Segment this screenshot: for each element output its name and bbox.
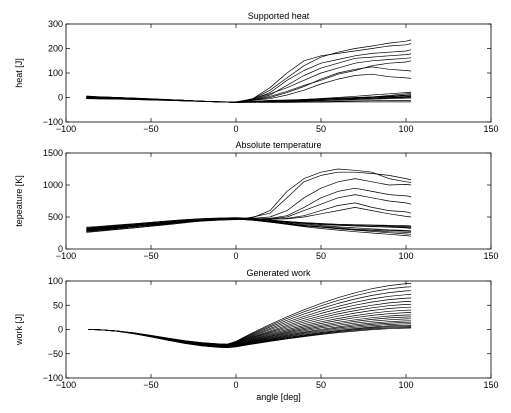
x-tick-label: 50: [316, 380, 326, 390]
y-tick-label: 50: [53, 300, 63, 310]
x-tick-label: −100: [56, 124, 76, 134]
plot-area: −100 −50 0 50 100 150 −100 −50 0 50 100: [43, 276, 499, 390]
y-tick-label: −100: [43, 373, 63, 383]
x-tick-label: 0: [233, 380, 238, 390]
subplot-generated-work: Generated work work [J] angle [deg] −100…: [14, 268, 499, 402]
series-line: [86, 218, 412, 233]
y-tick-label: 100: [48, 276, 63, 286]
y-tick-label: 0: [58, 93, 63, 103]
axes-frame: [65, 152, 492, 250]
x-tick-label: 150: [483, 251, 498, 261]
subplot-absolute-temperature: Absolute temperature tepeature [K] −100 −…: [14, 140, 499, 261]
x-tick-label: 100: [398, 251, 413, 261]
x-tick-label: 150: [483, 380, 498, 390]
series-line: [86, 217, 412, 228]
y-tick-label: 1000: [43, 180, 63, 190]
subplot-supported-heat: Supported heat heat [J] −100 −50 0 50 100 150…: [14, 11, 499, 134]
y-axis-label: work [J]: [14, 314, 24, 346]
x-tick-label: 100: [398, 380, 413, 390]
x-axis-label: angle [deg]: [256, 392, 301, 402]
x-tick-label: −100: [56, 380, 76, 390]
y-tick-label: −50: [48, 349, 63, 359]
y-tick-label: 300: [48, 19, 63, 29]
y-axis-label: tepeature [K]: [14, 175, 24, 227]
x-tick-label: −50: [143, 251, 158, 261]
y-tick-label: 500: [48, 212, 63, 222]
chart-title: Absolute temperature: [235, 140, 321, 150]
x-tick-label: 100: [398, 124, 413, 134]
y-tick-label: −100: [43, 117, 63, 127]
y-axis-label: heat [J]: [14, 58, 24, 88]
x-tick-label: 0: [233, 124, 238, 134]
series-line: [86, 91, 412, 103]
x-tick-label: 150: [483, 124, 498, 134]
x-tick-label: −100: [56, 251, 76, 261]
y-tick-label: 0: [58, 244, 63, 254]
x-tick-label: −50: [143, 380, 158, 390]
y-tick-label: 200: [48, 44, 63, 54]
y-tick-label: 1500: [43, 148, 63, 158]
chart-title: Supported heat: [248, 11, 310, 21]
x-tick-label: 50: [316, 124, 326, 134]
chart-title: Generated work: [246, 268, 311, 278]
x-tick-label: 0: [233, 251, 238, 261]
series-line: [88, 327, 412, 349]
plot-area: −100 −50 0 50 100 150 −100 0 100 200 300: [43, 19, 499, 134]
x-tick-label: 50: [316, 251, 326, 261]
y-tick-label: 0: [58, 325, 63, 335]
y-tick-label: 100: [48, 68, 63, 78]
x-tick-label: −50: [143, 124, 158, 134]
